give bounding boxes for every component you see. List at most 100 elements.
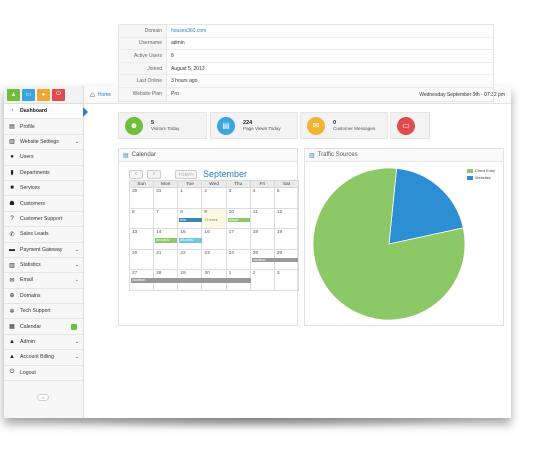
sidebar-item-admin[interactable]: ▲ Admin ⌄ [4,335,83,351]
sidebar-item-customer-support[interactable]: ? Customer Support [4,212,83,228]
calendar-day[interactable]: 27 vacation [128,269,251,291]
calendar-day[interactable]: 25 vacation [249,248,299,271]
building-icon: ▮ [10,170,14,177]
bar-chart-icon: ▥ [9,139,15,146]
calendar-day[interactable]: 5 [273,187,300,209]
calendar-day[interactable]: 8 test [177,207,203,230]
sidebar-item-label: Tech Support [20,308,51,315]
calendar-day[interactable]: 19 [273,228,300,250]
sidebar-item-calendar[interactable]: ▦ Calendar [4,319,83,335]
calendar-panel: ▤ Calendar ‹ › TODAY September Sun Mon Tue… [118,148,300,326]
info-value: admin [171,40,185,47]
sidebar-item-logout[interactable]: ⏻ Logout [4,366,83,382]
sidebar-item-users[interactable]: ● Users [4,150,83,166]
info-key: Domain [119,25,167,37]
calendar-day[interactable]: 11 [249,207,275,230]
calendar-day[interactable]: 12 [273,207,300,230]
calendar-day[interactable]: 3 [225,187,251,209]
window-icon[interactable]: ▭ [22,88,35,101]
sidebar-item-customers[interactable]: ☗ Customers [4,196,83,212]
sidebar-item-departments[interactable]: ▮ Departments [4,166,83,181]
sidebar-item-domains[interactable]: ⊕ Domains [4,289,83,305]
calendar-day[interactable]: 22 [177,248,203,271]
calendar-event[interactable]: dfsxfvbc [179,238,202,243]
pie-slice-websites[interactable] [388,167,464,245]
calendar-day[interactable]: 16 [201,228,227,250]
calendar-day[interactable]: 24 [225,248,251,271]
calendar-day[interactable]: 7 [153,207,179,230]
day-number: 22 [180,250,186,256]
calendar-day[interactable]: 17 [225,228,251,250]
sidebar-item-payment-gateway[interactable]: ▬ Payment Gateway ⌄ [4,243,83,258]
legend-swatch [467,176,474,180]
calendar-day[interactable]: 18 [249,228,275,250]
more-events-link[interactable]: +2 more [204,217,218,222]
calendar-day[interactable]: 20 [128,248,155,271]
sidebar-item-label: Logout [20,369,36,376]
calendar-day[interactable]: 14 afcadsfc [153,228,179,250]
calendar-event[interactable]: vacation [131,278,251,283]
calendar-day[interactable]: 2 [249,269,275,291]
calendar-day[interactable]: 23 [201,248,227,271]
calendar-today-button[interactable]: TODAY [175,169,197,179]
user-icon[interactable]: ● [37,88,50,101]
calendar-event[interactable]: afcadsfc [155,238,178,243]
calendar-icon: ▤ [123,152,129,159]
calendar-day[interactable]: 31 [153,187,179,209]
calendar-day[interactable]: 13 [128,228,155,250]
sidebar-collapse-toggle[interactable]: « [37,394,49,401]
day-number: 18 [252,230,259,236]
chart-icon[interactable]: ▲ [7,88,20,101]
sidebar-item-tech-support[interactable]: ✲ Tech Support [4,304,83,320]
sidebar-item-services[interactable]: ■ Services [4,181,83,197]
calendar-day[interactable]: 9 +2 more [201,207,227,230]
weekday-header: Thu [225,180,251,188]
power-icon: ⏻ [9,369,15,376]
breadcrumb-home[interactable]: Home [97,91,112,98]
chevron-down-icon: ⌄ [74,277,79,284]
calendar-day[interactable]: 2 [201,187,227,209]
day-number: 28 [156,271,162,277]
calendar-day[interactable]: 30 [128,187,155,209]
stat-tile[interactable]: ☻ 5 Visitors Today [118,112,207,139]
calendar-icon: ▦ [9,324,15,331]
pie-legend: Direct Entry Websites [467,169,495,183]
calendar-day[interactable]: 10 adsgrf [225,207,251,230]
id-card-icon: ▤ [9,124,15,131]
weekday-header: Tue [177,180,203,188]
calendar-day[interactable]: 1 [177,187,203,209]
info-key: Username [119,37,167,50]
briefcase-icon: ■ [10,185,14,192]
calendar-day[interactable]: 4 [249,187,275,209]
sidebar-item-email[interactable]: ✉ Email ⌄ [4,273,83,289]
current-datetime: Wednesday September 9th - 07:32 pm [419,91,505,98]
day-number: 26 [276,250,283,256]
sidebar-item-statistics[interactable]: ▥ Statistics ⌄ [4,258,83,274]
sidebar-item-sales-leads[interactable]: ✆ Sales Leads [4,227,83,243]
calendar-day[interactable]: 6 [128,207,155,230]
calendar-day[interactable]: 15 dfsxfvbc [177,228,203,250]
calendar-day[interactable]: 21 [153,248,179,271]
sidebar-item-dashboard[interactable]: ◔ Dashboard [4,104,88,120]
power-icon[interactable]: ⏻ [52,88,65,101]
day-number: 27 [132,271,138,277]
home-icon[interactable]: ⌂ [90,90,95,99]
stat-tile[interactable]: ✉ 0 Customer Messages [300,112,388,139]
calendar-grid: Sun Mon Tue Wed Thu Fri Sat 30 31 1 2 3 4 5 6 7 8 test 9 +2… [128,180,300,291]
sidebar-item-profile[interactable]: ▤ Profile [4,119,83,135]
calendar-prev-button[interactable]: ‹ [129,169,143,179]
sidebar-item-website-settings[interactable]: ▥ Website Settings ⌄ [4,135,83,151]
calendar-day[interactable]: 3 [273,269,300,291]
pie-slice-direct-entry[interactable] [312,167,466,321]
calendar-event[interactable]: test [179,217,202,223]
chevron-down-icon: ⌄ [74,138,79,145]
calendar-event[interactable]: adsgrf [227,217,250,223]
stat-tile[interactable]: ▭ [390,112,430,139]
domain-link[interactable]: houses360.com [171,27,207,34]
calendar-next-button[interactable]: › [147,169,161,179]
calendar-event[interactable]: vacation [251,257,299,263]
stat-label: Page Views Today [243,125,281,131]
sidebar-item-account-billing[interactable]: ▲ Account Billing ⌄ [4,350,83,366]
stat-tile[interactable]: ▤ 224 Page Views Today [210,112,298,139]
traffic-panel-title: Traffic Sources [317,152,358,158]
